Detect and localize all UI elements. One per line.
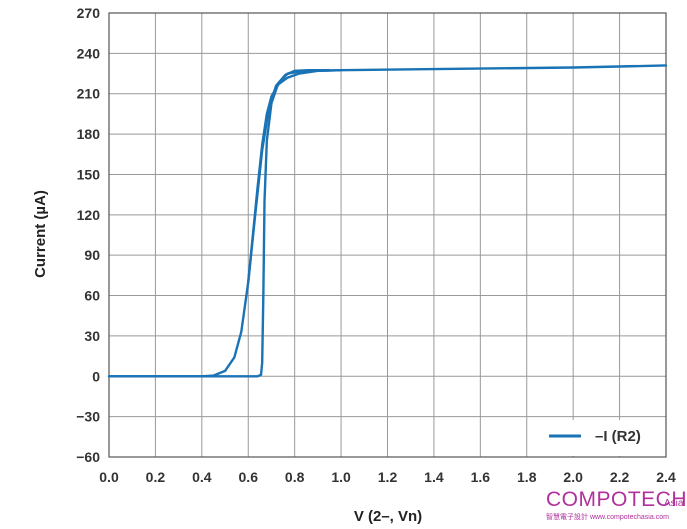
y-tick-label: 210 (77, 86, 101, 102)
y-tick-label: 120 (77, 207, 101, 223)
legend: –I (R2) (540, 420, 664, 456)
watermark-suffix: Asia (664, 498, 684, 509)
y-tick-label: 150 (77, 166, 101, 182)
plot-area-frame (108, 12, 667, 458)
series-lines (107, 64, 668, 378)
y-axis-title: Current (µA) (32, 190, 49, 278)
y-tick-label: 30 (84, 328, 100, 344)
watermark-subtitle: 智慧電子設計 www.compotechasia.com (546, 512, 669, 521)
x-axis-tick-labels: 0.0 0.2 0.4 0.6 0.8 1.0 1.2 1.4 1.6 1.8 2.0 2.2 2.4 (99, 469, 676, 485)
legend-background (540, 420, 664, 456)
x-axis-title: V (2–, Vn) (354, 508, 422, 525)
watermark: COMPOTECH Asia 智慧電子設計 www.compotechasia.… (546, 488, 687, 521)
x-tick-label: 1.0 (331, 469, 351, 485)
x-tick-label: 2.2 (610, 469, 630, 485)
y-axis-tick-labels: 270 240 210 180 150 120 90 60 30 0 −30 −60 (76, 5, 100, 465)
x-tick-label: 0.4 (192, 469, 212, 485)
x-tick-label: 1.2 (378, 469, 398, 485)
x-tick-label: 2.0 (563, 469, 583, 485)
x-tick-label: 0.6 (239, 469, 259, 485)
y-tick-label: 0 (92, 368, 100, 384)
x-tick-label: 1.8 (517, 469, 537, 485)
x-tick-label: 0.2 (146, 469, 166, 485)
y-tick-label: −60 (76, 449, 100, 465)
x-tick-label: 2.4 (656, 469, 676, 485)
series-line-branch-2 (247, 68, 331, 284)
x-tick-label: 1.6 (471, 469, 491, 485)
y-tick-label: 270 (77, 5, 101, 21)
x-tick-label: 0.0 (99, 469, 119, 485)
legend-label: –I (R2) (595, 428, 641, 445)
grid-lines (108, 12, 667, 458)
y-tick-label: 60 (84, 288, 100, 304)
y-tick-label: 180 (77, 126, 101, 142)
y-tick-label: 240 (77, 45, 101, 61)
watermark-brand: COMPOTECH (546, 488, 687, 511)
x-tick-label: 1.4 (424, 469, 444, 485)
y-tick-label: 90 (84, 247, 100, 263)
x-tick-label: 0.8 (285, 469, 305, 485)
y-tick-label: −30 (76, 409, 100, 425)
